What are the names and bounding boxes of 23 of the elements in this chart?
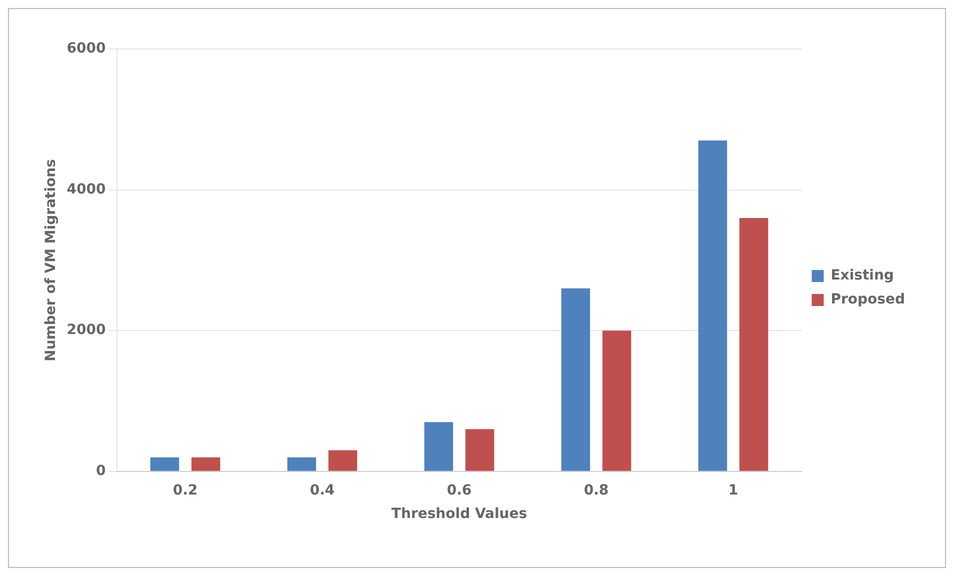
x-tick-label: 0.8 <box>584 482 609 498</box>
y-tick-label: 6000 <box>66 40 106 57</box>
bar <box>698 140 728 471</box>
bar <box>150 457 180 471</box>
legend-label: Existing <box>830 268 894 284</box>
x-tick-label: 1 <box>728 482 738 498</box>
y-tick-label: 4000 <box>66 181 106 198</box>
legend-label: Proposed <box>830 292 906 308</box>
bar <box>602 330 632 471</box>
x-tick-label: 0.6 <box>446 482 472 498</box>
bar <box>287 457 316 471</box>
x-tick-label: 0.4 <box>310 482 335 498</box>
bar <box>561 288 590 471</box>
bar <box>191 457 220 471</box>
bar <box>465 429 494 471</box>
bar <box>424 422 454 471</box>
y-tick-label: 0 <box>96 463 106 480</box>
y-tick-label: 2000 <box>66 322 106 338</box>
bar <box>328 450 358 471</box>
x-axis-title: Threshold Values <box>391 506 528 522</box>
x-tick-label: 0.2 <box>172 482 198 498</box>
bar <box>739 218 768 471</box>
y-axis-title: Number of VM Migrations <box>43 159 60 362</box>
